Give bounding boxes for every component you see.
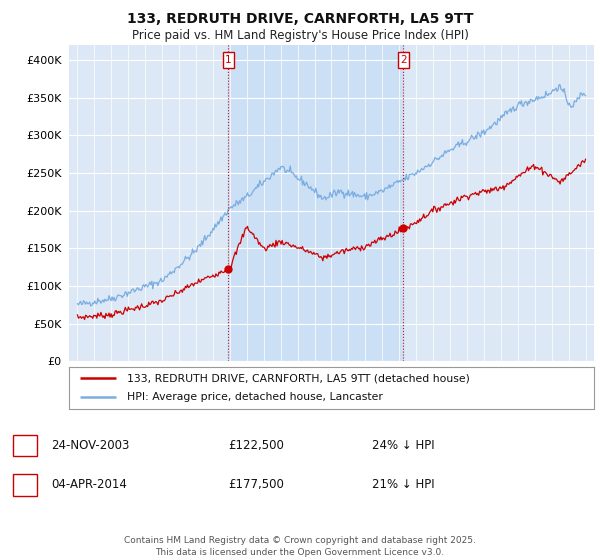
Text: £177,500: £177,500 (228, 478, 284, 491)
Text: Contains HM Land Registry data © Crown copyright and database right 2025.
This d: Contains HM Land Registry data © Crown c… (124, 536, 476, 557)
Text: Price paid vs. HM Land Registry's House Price Index (HPI): Price paid vs. HM Land Registry's House … (131, 29, 469, 42)
Text: 1: 1 (225, 55, 232, 65)
Bar (398, 52, 409, 68)
Text: £122,500: £122,500 (228, 438, 284, 452)
Text: 133, REDRUTH DRIVE, CARNFORTH, LA5 9TT (detached house): 133, REDRUTH DRIVE, CARNFORTH, LA5 9TT (… (127, 373, 470, 383)
Text: 2: 2 (400, 55, 407, 65)
Text: 133, REDRUTH DRIVE, CARNFORTH, LA5 9TT: 133, REDRUTH DRIVE, CARNFORTH, LA5 9TT (127, 12, 473, 26)
Text: 04-APR-2014: 04-APR-2014 (51, 478, 127, 491)
Text: 21% ↓ HPI: 21% ↓ HPI (372, 478, 434, 491)
Text: 1: 1 (22, 438, 29, 452)
Text: 24% ↓ HPI: 24% ↓ HPI (372, 438, 434, 452)
Bar (229, 45, 403, 361)
Text: 2: 2 (22, 478, 29, 491)
Text: HPI: Average price, detached house, Lancaster: HPI: Average price, detached house, Lanc… (127, 393, 383, 403)
Bar (223, 52, 233, 68)
Text: 24-NOV-2003: 24-NOV-2003 (51, 438, 130, 452)
